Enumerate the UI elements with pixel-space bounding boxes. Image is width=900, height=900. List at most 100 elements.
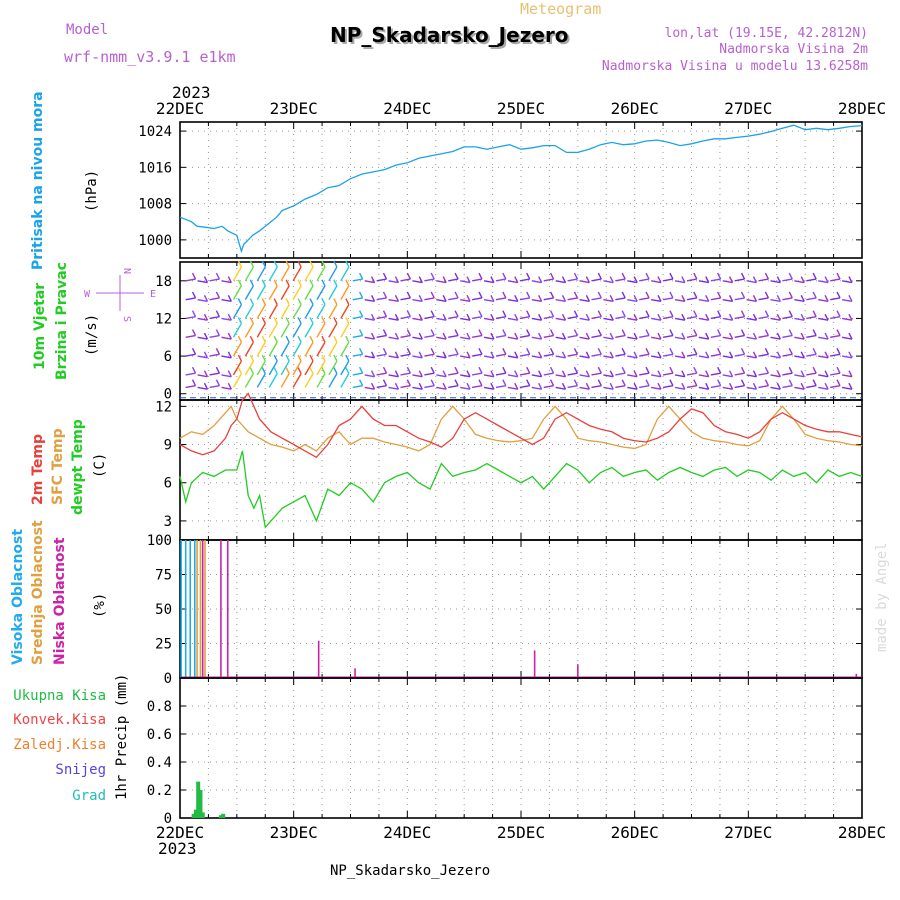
wind-barb-flag [478, 348, 483, 355]
wind-barb [197, 298, 208, 303]
wind-barb [340, 360, 350, 376]
wind-barb-flag [800, 351, 805, 359]
wind-barb [244, 266, 254, 282]
wind-barb-flag [309, 335, 314, 343]
wind-barb [364, 317, 375, 321]
wind-barb-flag [309, 367, 314, 374]
wind-barb [412, 374, 423, 378]
pressure-axis-title: Pritisak na nivou mora [30, 91, 46, 270]
wind-barb-flag [681, 332, 686, 340]
wind-barb-flag [812, 366, 817, 374]
wind-barb [722, 298, 733, 303]
wind-barb-flag [693, 310, 698, 318]
wind-barb [352, 334, 363, 338]
wind-barb-flag [764, 379, 770, 387]
wind-barb-flag [609, 382, 614, 390]
wind-barb [567, 372, 578, 376]
wind-barb [507, 317, 518, 321]
precip-panel: 0 0.2 0.4 0.6 0.8 [147, 677, 863, 827]
wind-barb [292, 360, 302, 376]
wind-barb [531, 336, 542, 340]
elevation-model-label: Nadmorska Visina u modelu 13.6258m [602, 59, 868, 74]
xaxis-top-label: 26DEC [611, 99, 659, 118]
wind-barb-flag [502, 366, 507, 374]
wind-barb [698, 317, 709, 321]
wind-barb-flag [645, 366, 650, 374]
wind-barb-flag [681, 313, 686, 321]
wind-barb-flag [633, 276, 638, 283]
wind-barb-flag [370, 351, 376, 359]
wind-barb [352, 297, 363, 301]
wind-barb [424, 353, 435, 357]
wind-barb-flag [370, 313, 376, 321]
wind-barb [412, 317, 423, 321]
wind-barb [794, 280, 805, 284]
wind-barb [316, 323, 326, 338]
wind-barb-flag [227, 382, 232, 390]
wind-barb-flag [478, 310, 483, 318]
compass-w: W [84, 289, 91, 300]
wind-barb-flag [848, 370, 853, 377]
wind-barb-flag [227, 295, 232, 302]
wind-barb [221, 317, 232, 321]
wind-barb [734, 353, 745, 357]
wind-barb-flag [549, 272, 555, 280]
wind-barb [460, 386, 471, 390]
footer-station: NP_Skadarsko_Jezero [330, 863, 490, 879]
wind-barb-flag [502, 379, 507, 387]
wind-barb [627, 355, 638, 359]
wind-barb-flag [358, 366, 364, 374]
wind-barb-flag [669, 348, 674, 355]
wind-barb [651, 298, 662, 303]
wind-barb-flag [633, 351, 638, 359]
wind-barb-flag [249, 260, 254, 268]
wind-barb-flag [717, 329, 722, 336]
wind-barb-flag [824, 295, 829, 302]
wind-barb [806, 385, 817, 389]
wind-barb-flag [406, 366, 411, 374]
wind-barb [662, 316, 674, 320]
wind-barb-flag [249, 354, 254, 362]
compass-n: N [121, 268, 132, 274]
clouds-ytick-label: 100 [147, 533, 172, 549]
xaxis-top-label: 24DEC [383, 99, 431, 118]
wind-barb [209, 385, 220, 389]
wind-panel: 0 6 12 18 [155, 260, 863, 403]
wind-barb-flag [836, 379, 841, 387]
wind-barb-flag [836, 310, 841, 318]
wind-barb-flag [297, 317, 302, 324]
wind-barb [483, 386, 495, 390]
wind-barb [567, 297, 578, 301]
wind-barb [364, 298, 375, 303]
wind-barb [495, 316, 506, 320]
wind-barb-flag [227, 276, 232, 283]
wind-barb-flag [633, 370, 638, 377]
wind-barb-flag [549, 379, 555, 387]
wind-barb-flag [561, 332, 567, 340]
wind-barb [531, 386, 542, 390]
precip-bar [196, 781, 201, 818]
wind-barb-flag [526, 379, 531, 387]
wind-barb-flag [573, 348, 579, 355]
wind-barb-flag [466, 313, 471, 321]
wind-barb [448, 334, 459, 338]
wind-barb-flag [514, 351, 519, 359]
wind-barb-flag [466, 332, 471, 340]
wind-barb [579, 317, 590, 321]
precip-frame [179, 677, 863, 819]
wind-barb [388, 386, 399, 390]
dewpt-temp-line [179, 450, 863, 529]
wind-barb [436, 298, 447, 303]
wind-barb [209, 334, 220, 338]
wind-barb [639, 334, 650, 338]
wind-barb [686, 334, 697, 338]
wind-barb-flag [273, 354, 278, 362]
wind-barb-flag [645, 310, 650, 318]
wind-barb-flag [657, 295, 662, 302]
wind-barb [316, 373, 326, 388]
wind-barb-flag [776, 370, 781, 377]
wind-barb-flag [538, 351, 543, 359]
wind-barb [232, 373, 243, 388]
wind-barb [197, 355, 208, 359]
precip-ytick-label: 0.2 [147, 783, 172, 799]
